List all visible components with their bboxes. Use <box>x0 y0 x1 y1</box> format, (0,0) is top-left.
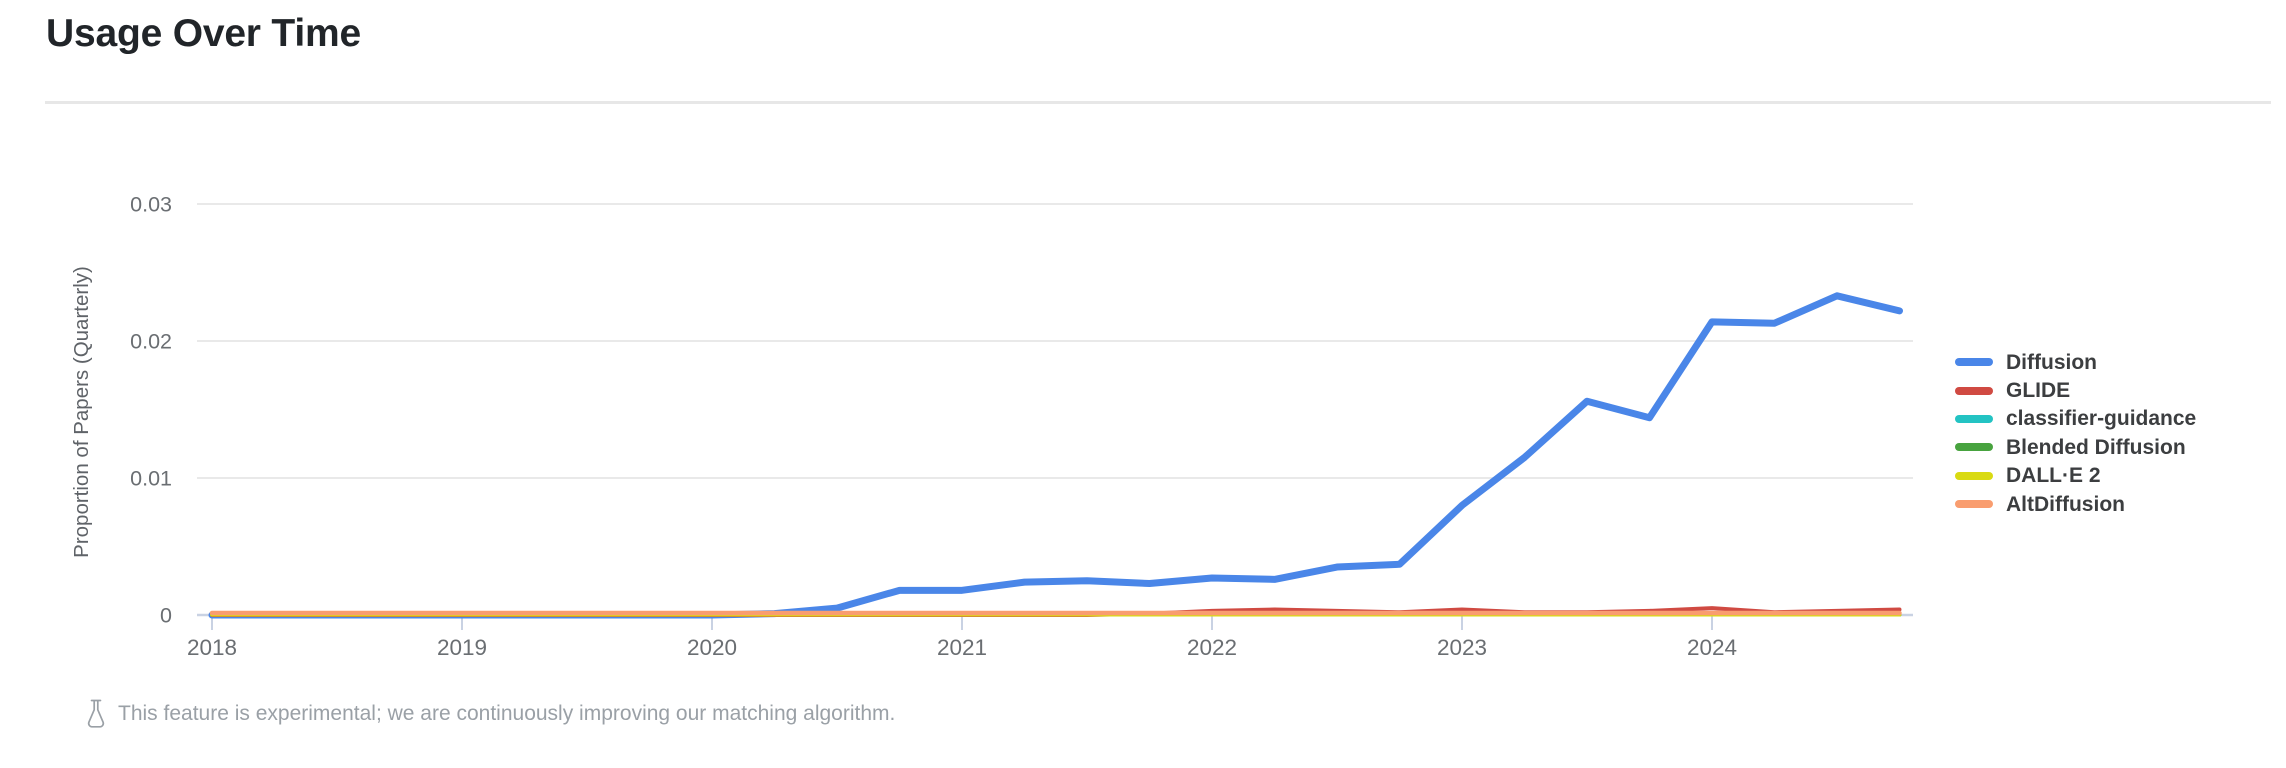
y-tick-label: 0.01 <box>130 467 172 491</box>
legend-label: GLIDE <box>2006 379 2071 403</box>
legend-label: AltDiffusion <box>2006 492 2125 516</box>
chart-legend: Diffusion GLIDE classifier-guidance Blended… <box>1955 348 2196 518</box>
legend-swatch-dall-e-2 <box>1955 471 1993 480</box>
legend-item-blended-diffusion[interactable]: Blended Diffusion <box>1955 433 2196 461</box>
legend-item-altdiffusion[interactable]: AltDiffusion <box>1955 490 2196 518</box>
legend-item-diffusion[interactable]: Diffusion <box>1955 348 2196 376</box>
legend-label: Blended Diffusion <box>2006 435 2186 459</box>
legend-item-dall-e-2[interactable]: DALL·E 2 <box>1955 462 2196 490</box>
x-tick-label: 2022 <box>1187 635 1237 660</box>
x-tick-label: 2019 <box>437 635 487 660</box>
page-title: Usage Over Time <box>46 12 361 55</box>
legend-item-classifier-guidance[interactable]: classifier-guidance <box>1955 405 2196 433</box>
x-tick-label: 2024 <box>1687 635 1737 660</box>
x-tick-label: 2023 <box>1437 635 1487 660</box>
legend-item-glide[interactable]: GLIDE <box>1955 376 2196 404</box>
legend-swatch-altdiffusion <box>1955 500 1993 509</box>
x-tick-label: 2021 <box>937 635 987 660</box>
header-divider <box>45 101 2271 104</box>
flask-icon <box>87 699 105 728</box>
experimental-note-text: This feature is experimental; we are con… <box>118 701 896 725</box>
x-tick-label: 2018 <box>187 635 237 660</box>
legend-swatch-blended-diffusion <box>1955 443 1993 452</box>
legend-swatch-diffusion <box>1955 358 1993 367</box>
experimental-note: This feature is experimental; we are con… <box>84 698 895 729</box>
y-tick-label: 0.03 <box>130 193 172 217</box>
legend-swatch-classifier-guidance <box>1955 414 1993 423</box>
legend-label: DALL·E 2 <box>2006 464 2101 488</box>
series-line-diffusion <box>208 292 1903 619</box>
x-tick-label: 2020 <box>687 635 737 660</box>
y-tick-label: 0.02 <box>130 330 172 354</box>
y-tick-label: 0 <box>160 604 172 628</box>
legend-label: Diffusion <box>2006 350 2097 374</box>
legend-swatch-glide <box>1955 386 1993 395</box>
legend-label: classifier-guidance <box>2006 407 2197 431</box>
y-axis-title: Proportion of Papers (Quarterly) <box>70 266 93 558</box>
